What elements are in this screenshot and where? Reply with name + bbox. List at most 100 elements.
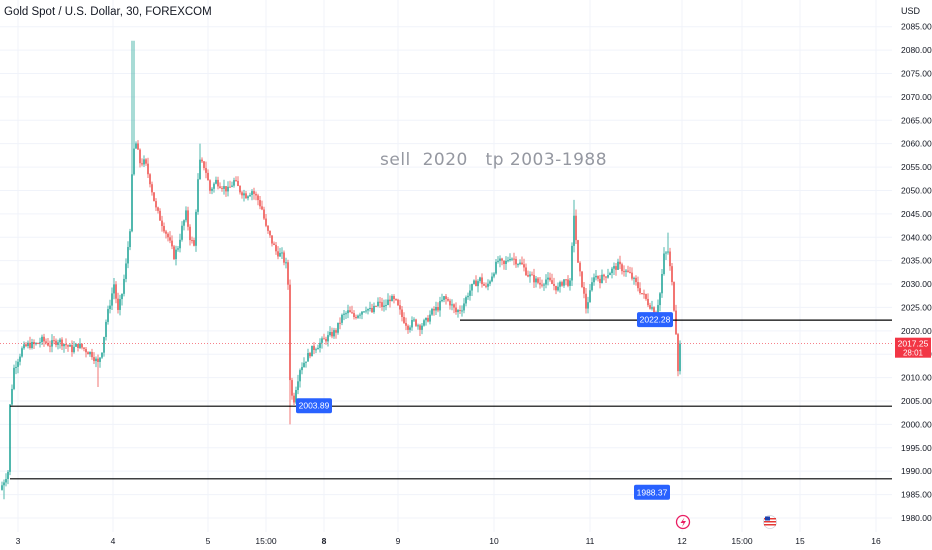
candle-body [573, 215, 575, 246]
candle-body [7, 471, 9, 480]
candle-body [365, 310, 367, 312]
candle-body [149, 174, 151, 185]
horizontal-levels[interactable] [10, 319, 892, 480]
candle-body [509, 258, 511, 261]
candle-body [311, 345, 313, 357]
candle-body [585, 293, 587, 309]
candle-body [179, 239, 181, 249]
candle-body [121, 293, 123, 300]
candle-body [445, 296, 447, 300]
candle-body [329, 331, 331, 336]
candle-body [553, 283, 555, 286]
candle-body [429, 314, 431, 322]
candle-body [181, 225, 183, 240]
candle-body [403, 316, 405, 323]
candle-body [583, 286, 585, 294]
candle-body [373, 305, 375, 313]
symbol-title[interactable]: Gold Spot / U.S. Dollar, 30, FOREXCOM [4, 6, 212, 18]
candle-body [31, 341, 33, 349]
candle-body [139, 149, 141, 164]
candle-body [287, 262, 289, 285]
candle-body [63, 344, 65, 347]
candle-body [345, 313, 347, 315]
level-label-box [637, 312, 673, 328]
candle-body [23, 344, 25, 349]
candle-body [483, 284, 485, 286]
candle-body [309, 353, 311, 357]
candle-body [187, 210, 189, 227]
candle-body [399, 305, 401, 310]
us-flag-icon[interactable] [763, 515, 777, 529]
candle-body [395, 299, 397, 301]
candle-body [317, 347, 319, 350]
candle-body [189, 226, 191, 241]
candle-body [275, 244, 277, 252]
candle-body [225, 186, 227, 192]
candle-body [125, 263, 127, 279]
candle-body [117, 298, 119, 310]
candle-body [397, 299, 399, 306]
lightning-icon[interactable] [675, 514, 691, 530]
candle-body [45, 341, 47, 343]
y-tick-label: 2030.00 [901, 279, 932, 289]
candle-body [351, 312, 353, 314]
candle-body [319, 342, 321, 348]
candle-body [75, 343, 77, 347]
candle-body [259, 200, 261, 207]
candle-body [165, 231, 167, 234]
currency-label: USD [901, 6, 921, 16]
candle-body [441, 299, 443, 302]
candle-body [251, 191, 253, 195]
candle-body [13, 367, 15, 389]
x-tick-label: 10 [489, 536, 499, 546]
candle-body [415, 319, 417, 326]
price-axis[interactable]: 1980.00 1985.00 1990.00 1995.00 2000.00 2005.… [901, 22, 932, 523]
candle-body [369, 308, 371, 310]
candle-body [71, 345, 73, 353]
candle-body [101, 352, 103, 358]
candle-body [93, 357, 95, 362]
candle-body [85, 348, 87, 353]
candle-body [235, 180, 237, 182]
candle-body [563, 279, 565, 286]
candle-body [551, 280, 553, 284]
candle-body [5, 479, 7, 483]
candle-body [579, 262, 581, 272]
candle-body [465, 297, 467, 304]
time-axis[interactable]: 3 4 5 15:00 8 9 10 11 12 15:00 15 16 [16, 536, 881, 546]
candle-body [81, 343, 83, 348]
candle-body [517, 264, 519, 266]
candle-body [197, 179, 199, 212]
candle-body [461, 310, 463, 312]
candle-body [631, 272, 633, 279]
candle-body [609, 273, 611, 276]
candle-body [323, 338, 325, 340]
candle-body [467, 295, 469, 298]
candle-body [621, 264, 623, 272]
candle-body [501, 258, 503, 261]
candle-body [55, 340, 57, 345]
candle-body [223, 186, 225, 189]
y-tick-label: 1985.00 [901, 490, 932, 500]
candle-body [625, 270, 627, 272]
candle-body [457, 310, 459, 313]
candle-body [669, 251, 671, 267]
candle-body [597, 275, 599, 279]
candle-body [147, 163, 149, 175]
candle-body [3, 482, 5, 486]
candle-body [173, 246, 175, 260]
candle-body [587, 302, 589, 309]
candle-body [127, 247, 129, 264]
candle-body [341, 314, 343, 323]
candle-body [521, 262, 523, 265]
candle-body [595, 275, 597, 278]
candle-body [593, 277, 595, 283]
candle-body [237, 180, 239, 186]
candle-body [567, 279, 569, 286]
candle-body [379, 301, 381, 303]
candle-body [519, 262, 521, 265]
candle-body [451, 304, 453, 306]
candle-body [427, 317, 429, 322]
candle-body [389, 299, 391, 302]
